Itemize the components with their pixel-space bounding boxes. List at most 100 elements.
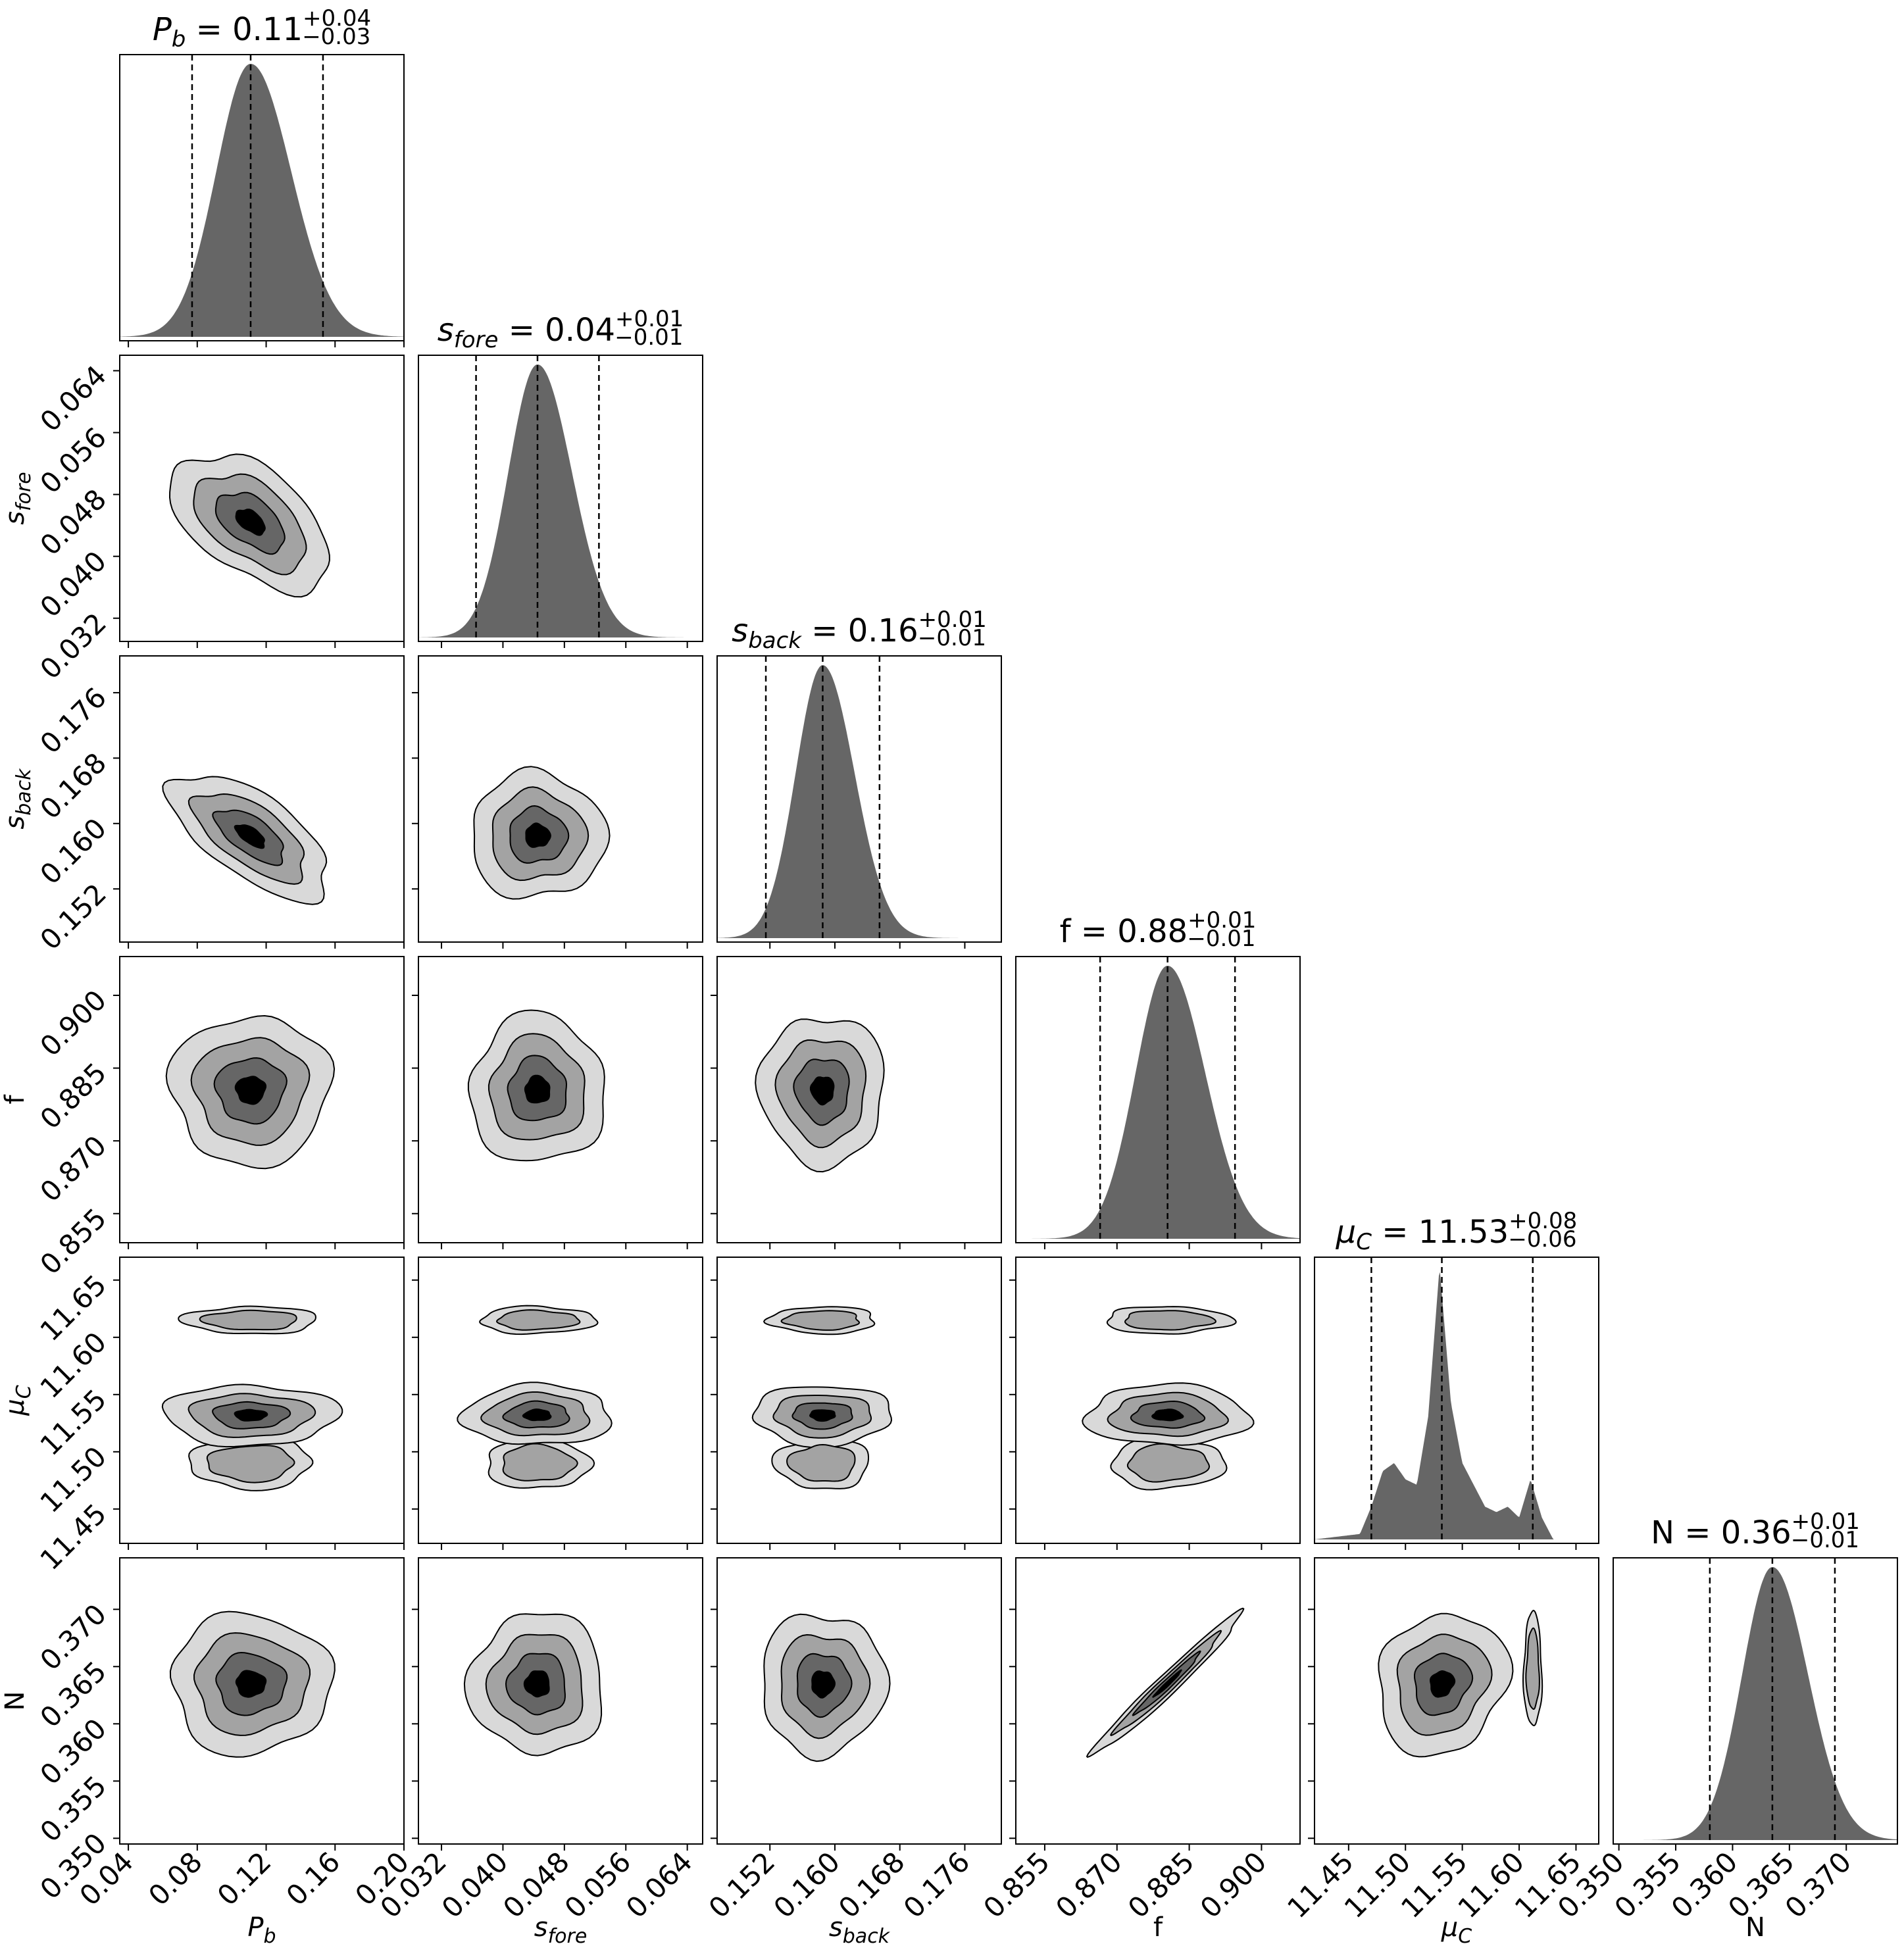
contour-level-4 [235,1670,267,1698]
x-tick-label-N: 0.370 [1779,1845,1858,1924]
y-tick-label-muC: 11.55 [34,1383,113,1462]
contour-level-4 [811,1670,836,1699]
y-tick-label-N: 0.370 [34,1598,113,1677]
axis-subscript: fore [548,1925,588,1944]
y-tick-label-muC: 11.50 [34,1440,113,1519]
y-axis-label-sback: sback [0,768,36,830]
title-plus: +0.01 [615,306,684,332]
title-value: N = 0.36 [1651,1514,1791,1551]
contour-level-4 [1151,1408,1184,1422]
y-tick-label-sfore: 0.056 [34,421,113,500]
title-N: N = 0.36+0.01 −0.01 [1651,1508,1860,1553]
panel-frame [716,1557,1002,1845]
title-plus: +0.04 [303,5,371,32]
title-space [498,312,508,349]
contour-level-4 [524,1074,551,1104]
title-minus: −0.01 [1187,926,1255,952]
contour-panel-Pb-f [113,956,405,1249]
contour-level-4 [1429,1670,1456,1698]
contour-panel-sback-N [711,1557,1002,1851]
title-value: = 0.04 [509,312,615,349]
hist-panel-muC: μC = 11.53+0.08 −0.06 [1314,1208,1599,1550]
x-tick-label-Pb: 0.08 [142,1845,209,1912]
x-tick-label-f: 0.900 [1194,1845,1273,1924]
axis-symbol: f [0,1095,30,1105]
panel-frame [716,956,1002,1243]
hist-area-sback [717,665,1001,938]
contour-level-4 [525,822,551,848]
panel-frame [1015,956,1301,1243]
axis-subscript: back [843,1925,891,1944]
contour-level-4 [522,1408,552,1422]
y-axis-label-muC: μC [0,1385,36,1416]
contour-panel-sback-f [711,956,1002,1249]
y-tick-label-muC: 11.45 [34,1497,113,1576]
title-minus: −0.01 [1791,1527,1859,1553]
contour-panel-Pb-muC [113,1257,405,1550]
x-tick-label-sfore: 0.056 [559,1845,638,1924]
contour-panel-Pb-N [113,1557,405,1851]
y-tick-label-f: 0.855 [34,1202,113,1281]
y-tick-label-muC: 11.65 [34,1268,113,1347]
contour-level-2 [199,1309,297,1331]
axis-symbol: N [0,1691,30,1711]
title-symbol: s [438,312,454,349]
axis-subscript: back [13,768,36,816]
contour-level-4 [234,824,265,849]
contour-panel-sfore-sback [412,655,703,949]
y-tick-label-sfore: 0.032 [34,607,113,685]
contour-panel-sfore-muC [412,1257,703,1550]
hist-panel-N: N = 0.36+0.01 −0.01 [1613,1508,1898,1851]
hist-area-N [1613,1567,1897,1840]
panel-frame [119,54,405,341]
panel-frame [1613,1557,1898,1845]
y-tick-label-f: 0.870 [34,1130,113,1209]
contour-panel-sfore-f [412,956,703,1249]
axis-subscript: fore [13,472,36,511]
panel-frame [119,355,405,642]
y-axis-label-f: f [0,1095,30,1105]
y-tick-label-muC: 11.60 [34,1326,113,1405]
x-axis-label-sfore: sfore [534,1912,588,1944]
x-axis-label-muC: μC [1441,1912,1472,1944]
contour-level-2 [786,1443,856,1482]
hist-area-Pb [120,64,404,337]
title-symbol: s [732,612,748,649]
x-tick-label-f: 0.870 [1049,1845,1128,1924]
y-tick-label-N: 0.365 [34,1655,113,1734]
y-axis-label-N: N [0,1691,30,1711]
contour-level-4 [809,1409,836,1422]
axis-subscript: C [13,1385,36,1399]
title-space [186,11,195,48]
axis-subscript: C [1458,1925,1472,1944]
contour-level-4 [1152,1669,1182,1698]
x-tick-label-sfore: 0.040 [436,1845,514,1924]
panel-frame [418,655,703,943]
axis-symbol: μ [1441,1912,1458,1943]
title-space [1372,1214,1382,1251]
y-tick-label-N: 0.355 [34,1770,113,1849]
title-subscript: back [748,628,802,654]
title-subscript: fore [454,327,499,353]
contour-level-2 [1126,1443,1211,1483]
title-plus: +0.01 [1188,907,1256,934]
axis-symbol: s [0,816,30,830]
hist-panel-f: f = 0.88+0.01 −0.01 [1015,907,1301,1249]
y-tick-label-sback: 0.152 [34,878,113,957]
title-f: f = 0.88+0.01 −0.01 [1060,907,1257,952]
x-axis-label-Pb: Pb [247,1912,276,1944]
panel-frame [418,1257,703,1544]
panel-frame [716,655,1002,943]
contour-level-4 [234,1076,267,1105]
axis-symbol: s [0,511,30,525]
axis-symbol: N [1745,1912,1765,1943]
title-minus: −0.01 [614,324,683,351]
panel-frame [1314,1257,1599,1544]
contour-level-2 [780,1310,861,1331]
contour-panel-Pb-sback [113,655,405,949]
contour-level-4 [523,1670,550,1698]
hist-panel-Pb: Pb = 0.11+0.04 −0.03 [119,5,405,347]
panel-frame [418,1557,703,1845]
panel-frame [119,1557,405,1845]
contour-panel-Pb-sfore [113,355,405,648]
